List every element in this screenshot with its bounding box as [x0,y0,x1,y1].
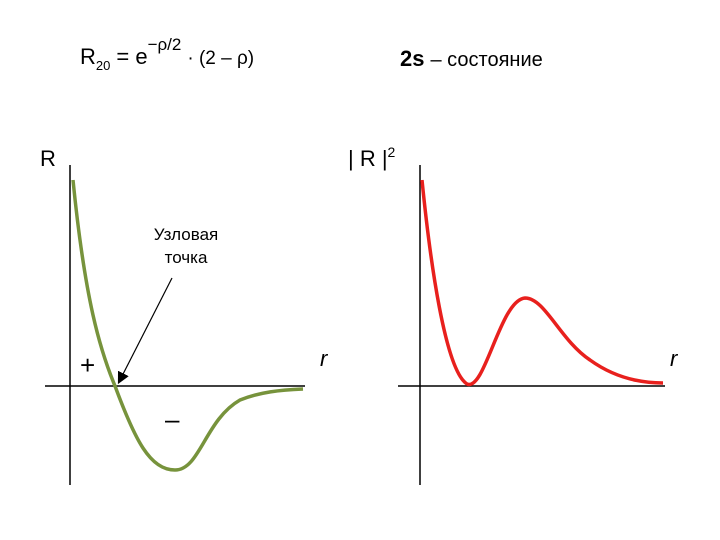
formula-exp: −ρ/2 [148,35,182,54]
formula-sub: 20 [96,58,110,73]
y-label-sup: 2 [388,144,396,160]
y-label: R [40,146,56,171]
annotation-arrow [117,277,173,385]
title: 2s – состояние [400,46,543,71]
title-rest: – состояние [430,49,542,71]
density-curve [420,179,664,386]
formula-eq: = e [116,44,147,69]
y-label-base: | R | [348,146,388,171]
plus-sign: + [80,350,95,380]
annotation-line: Узловая [154,225,219,244]
minus-sign: – [165,404,180,434]
y-label: | R |2 [348,144,396,171]
formula-lhs: R [80,44,96,69]
wave-curve [71,179,304,472]
title-bold: 2s [400,46,424,71]
annotation-line: точка [165,248,208,267]
x-label: r [320,346,329,371]
x-label: r [670,346,679,371]
formula-rest: · (2 – ρ) [187,48,254,69]
formula: R20 = e−ρ/2 · (2 – ρ) [80,35,254,73]
